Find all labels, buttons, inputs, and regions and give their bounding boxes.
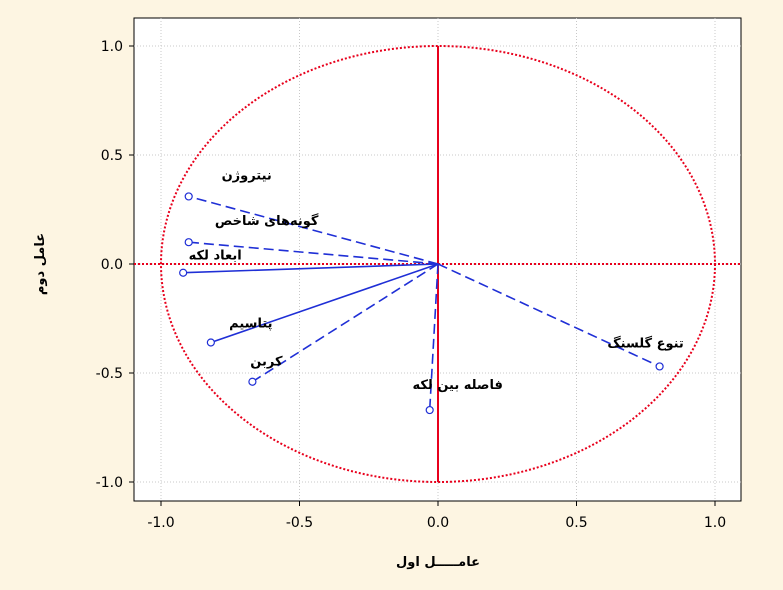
vector-endpoint bbox=[655, 362, 664, 371]
vector-endpoint bbox=[184, 192, 193, 201]
x-axis-label: عامـــــل اول bbox=[396, 555, 480, 570]
vector-endpoint bbox=[248, 377, 257, 386]
variable-label: فاصله بین لکه bbox=[412, 378, 502, 393]
vector-line bbox=[188, 195, 439, 265]
variable-label: تنوع گلسنگ bbox=[607, 335, 683, 351]
y-axis-label: عامل دوم bbox=[33, 233, 48, 295]
y-tick-label: 0.5 bbox=[101, 148, 123, 164]
vector-endpoint bbox=[206, 338, 215, 347]
vector-endpoint bbox=[184, 238, 193, 247]
variable-labels: نیتروژن گونه‌های شاخص ابعاد لکه پتاسیم کربن ف… bbox=[189, 168, 684, 393]
variable-vectors bbox=[179, 192, 664, 415]
variable-label: ابعاد لکه bbox=[189, 249, 242, 264]
y-tick-label: 1.0 bbox=[101, 39, 123, 55]
y-tick-label: -1.0 bbox=[96, 475, 123, 491]
vector-line bbox=[188, 241, 439, 265]
y-tick-label: 0.0 bbox=[101, 257, 123, 273]
variable-label: کربن bbox=[250, 355, 283, 370]
y-tick-label: -0.5 bbox=[96, 366, 123, 382]
variable-label: گونه‌های شاخص bbox=[215, 213, 319, 229]
variable-label: نیتروژن bbox=[222, 168, 272, 183]
vector-line bbox=[437, 263, 660, 368]
x-tick-label: -0.5 bbox=[286, 515, 313, 531]
vector-line bbox=[428, 263, 439, 411]
vector-line bbox=[183, 263, 439, 274]
variable-label: پتاسیم bbox=[229, 316, 272, 331]
vector-endpoint bbox=[179, 268, 188, 277]
x-tick-label: 1.0 bbox=[704, 515, 726, 531]
x-tick-label: 0.0 bbox=[427, 515, 449, 531]
x-tick-label: -1.0 bbox=[147, 515, 174, 531]
x-tick-label: 0.5 bbox=[565, 515, 587, 531]
tick-labels: -1.0 -0.5 0.0 0.5 1.0 1.0 0.5 0.0 -0.5 -1.0 bbox=[96, 39, 726, 531]
vector-line bbox=[210, 263, 439, 344]
vector-line bbox=[251, 263, 439, 383]
vector-endpoint bbox=[425, 405, 434, 415]
